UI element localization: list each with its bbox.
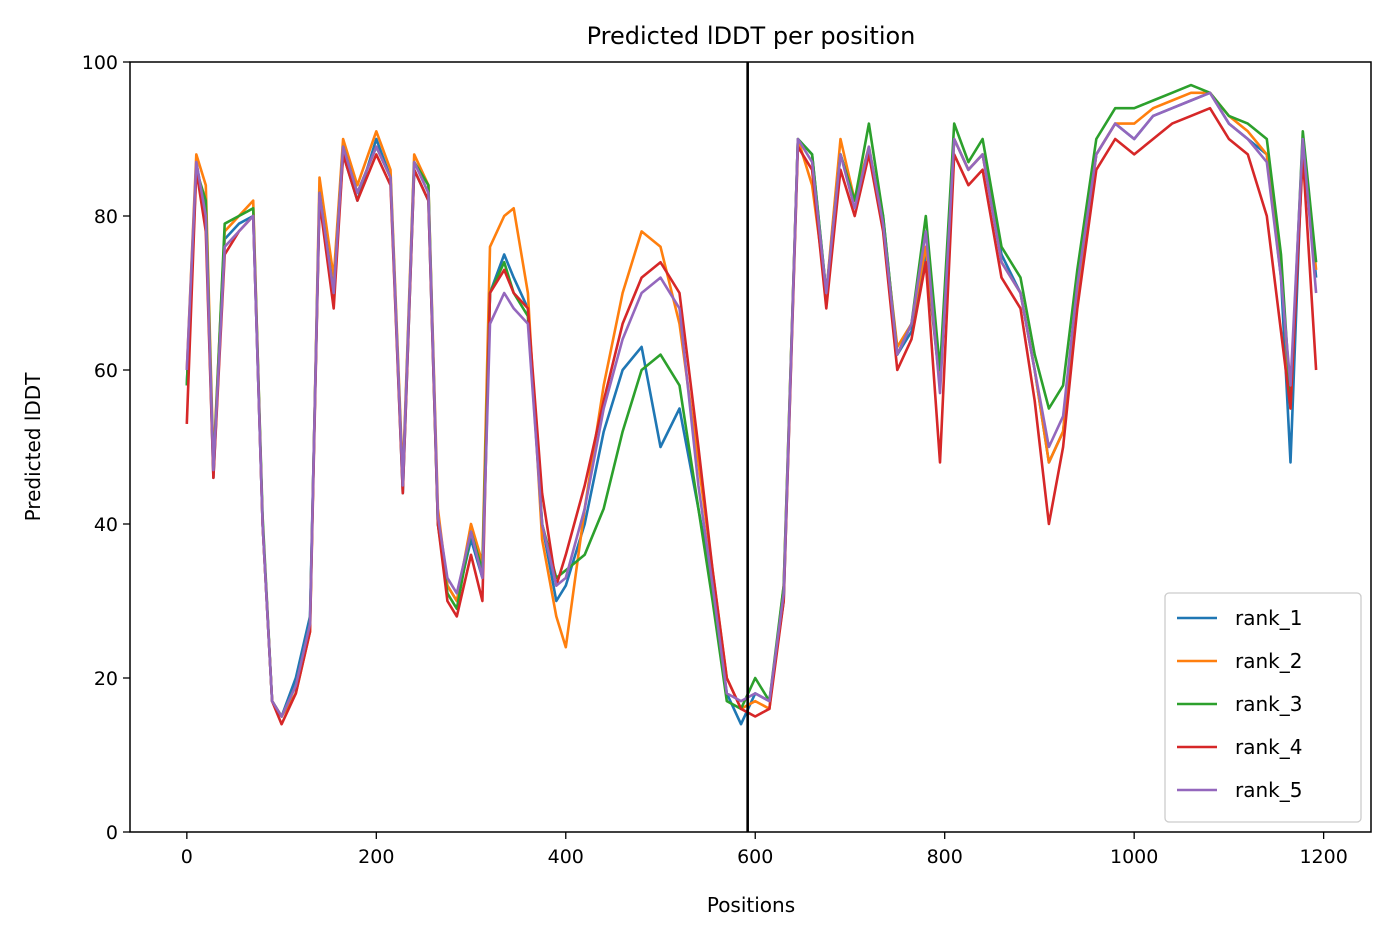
legend-label-rank_2: rank_2 (1235, 649, 1302, 673)
x-tick-label: 1200 (1299, 846, 1347, 868)
y-axis: 0 20 40 60 80 100 (82, 52, 130, 844)
y-tick-label: 20 (94, 668, 118, 690)
y-tick-label: 100 (82, 52, 118, 74)
legend: rank_1 rank_2 rank_3 rank_4 rank_5 (1164, 592, 1362, 823)
x-tick-label: 0 (181, 846, 193, 868)
plot-area (185, 62, 1318, 832)
legend-box (1164, 592, 1362, 823)
plot-frame (129, 61, 1372, 833)
x-tick-label: 400 (548, 846, 584, 868)
y-tick-label: 40 (94, 514, 118, 536)
chart-title: Predicted lDDT per position (587, 22, 916, 50)
y-tick-label: 80 (94, 206, 118, 228)
x-tick-label: 800 (927, 846, 963, 868)
x-tick-label: 600 (737, 846, 773, 868)
x-tick-label: 200 (358, 846, 394, 868)
y-axis-title: Predicted lDDT (21, 372, 45, 522)
legend-label-rank_4: rank_4 (1235, 735, 1302, 759)
x-tick-label: 1000 (1110, 846, 1158, 868)
series-line-rank_4 (185, 106, 1318, 726)
series-line-rank_5 (185, 91, 1318, 718)
legend-label-rank_3: rank_3 (1235, 692, 1302, 716)
x-axis-title: Positions (707, 893, 795, 917)
legend-label-rank_5: rank_5 (1235, 778, 1302, 802)
y-tick-label: 0 (106, 822, 118, 844)
legend-label-rank_1: rank_1 (1235, 606, 1302, 630)
y-tick-label: 60 (94, 360, 118, 382)
x-axis: 0 200 400 600 800 1000 1200 (181, 832, 1348, 868)
